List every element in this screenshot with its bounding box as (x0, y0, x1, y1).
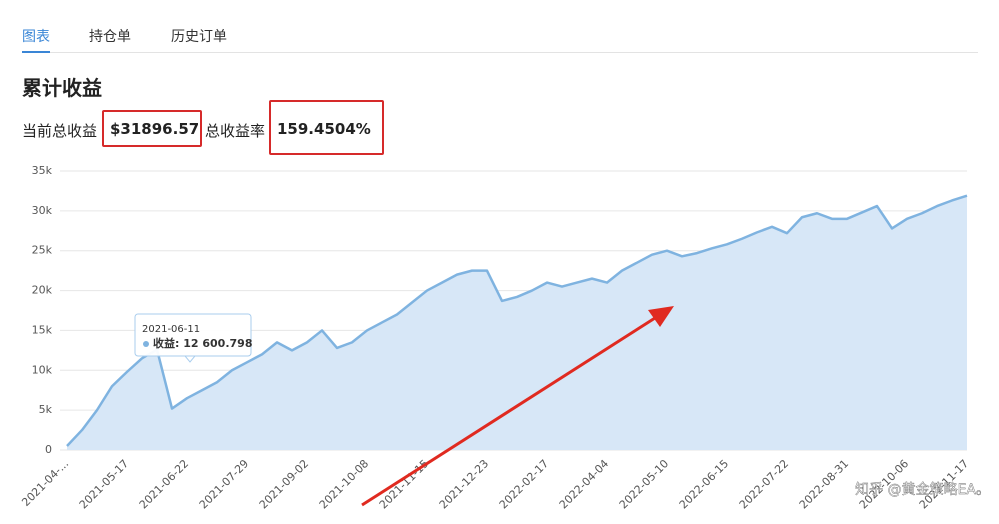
x-tick-label: 2022-04-04 (557, 457, 611, 511)
x-tick-label: 2021-09-02 (257, 457, 311, 511)
stat-value: 159.4504% (277, 120, 371, 138)
tooltip-value: 收益: 12 600.798 (153, 336, 252, 350)
x-tick-label: 2021-12-23 (437, 457, 491, 511)
x-tick-label: 2021-06-22 (137, 457, 191, 511)
stat-label: 当前总收益 (22, 122, 98, 140)
y-tick-label: 25k (32, 244, 53, 257)
tooltip-dot (143, 341, 149, 347)
section-title: 累计收益 (22, 76, 102, 100)
y-tick-label: 5k (39, 403, 53, 416)
tab[interactable]: 持仓单 (89, 29, 131, 45)
x-tick-label: 2022-06-15 (677, 457, 731, 511)
x-tick-label: 2021-04-... (19, 457, 71, 509)
y-tick-label: 35k (32, 164, 53, 177)
tooltip-date: 2021-06-11 (142, 324, 200, 335)
x-tick-label: 2022-05-10 (617, 457, 671, 511)
x-tick-label: 2021-07-29 (197, 457, 251, 511)
tooltip: 2021-06-11 收益: 12 600.798 (134, 313, 252, 363)
y-tick-label: 20k (32, 284, 53, 297)
annotation-arrow (361, 316, 656, 507)
x-tick-label: 2022-02-17 (497, 457, 551, 511)
tab[interactable]: 图表 (22, 29, 50, 45)
x-tick-label: 2022-08-31 (797, 457, 851, 511)
watermark: 知乎 @黄金策略EA。 (855, 481, 990, 498)
area (67, 195, 967, 450)
highlight-box (102, 110, 202, 147)
x-tick-label: 2021-05-17 (77, 457, 131, 511)
annotation-arrow-head (648, 306, 674, 327)
y-tick-label: 0 (45, 443, 52, 456)
line (66, 194, 968, 447)
tab[interactable]: 历史订单 (171, 29, 227, 45)
divider (22, 52, 978, 53)
stat-label: 总收益率 (205, 122, 266, 140)
tab-underline (22, 51, 50, 53)
highlight-box (269, 100, 384, 155)
x-tick-label: 2022-07-22 (737, 457, 791, 511)
tooltip-pointer (183, 355, 197, 363)
y-tick-label: 15k (32, 323, 53, 336)
y-tick-label: 10k (32, 363, 53, 376)
stat-value: $31896.57 (110, 120, 200, 138)
y-tick-label: 30k (32, 204, 53, 217)
